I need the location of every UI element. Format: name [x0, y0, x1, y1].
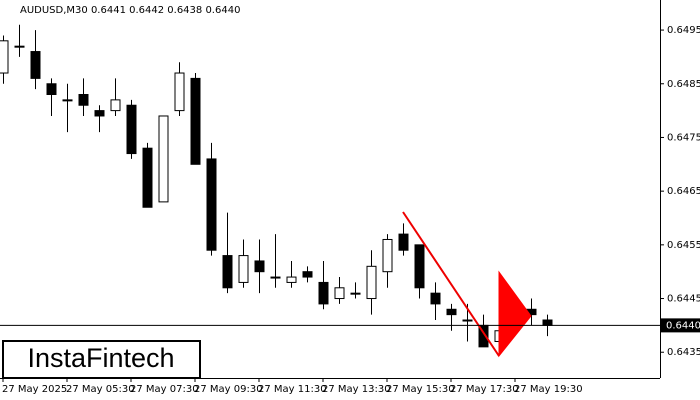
- candle-body: [366, 265, 377, 300]
- candle-body: [30, 51, 41, 79]
- candle-body: [158, 115, 169, 203]
- last-price-box: [661, 318, 700, 333]
- x-tick-label: 27 May 11:30: [258, 384, 327, 395]
- candle-body: [350, 292, 361, 295]
- candle-body: [222, 255, 233, 289]
- candle-body: [270, 276, 281, 279]
- y-tick-label: 0.6495: [667, 25, 700, 36]
- candle-body: [446, 308, 457, 316]
- candle-body: [286, 276, 297, 283]
- candle-body: [318, 281, 329, 305]
- pennant: [498, 270, 532, 358]
- y-tick-label: 0.6485: [667, 79, 700, 90]
- candle-body: [190, 77, 201, 165]
- candle-body: [0, 40, 9, 74]
- candle-body: [174, 72, 185, 112]
- candle-body: [206, 158, 217, 251]
- candle-body: [126, 104, 137, 155]
- y-tick-label: 0.6475: [667, 132, 700, 143]
- y-tick-label: 0.6435: [667, 347, 700, 358]
- x-tick-label: 27 May 07:30: [130, 384, 199, 395]
- candle-body: [78, 94, 89, 106]
- candle-body: [142, 147, 153, 208]
- candle-body: [46, 83, 57, 95]
- x-tick-label: 27 May 2025: [2, 384, 67, 395]
- x-tick-label: 27 May 13:30: [322, 384, 391, 395]
- candle-body: [430, 292, 441, 305]
- candle-body: [238, 255, 249, 283]
- chart-title: AUDUSD,M30 0.6441 0.6442 0.6438 0.6440: [20, 5, 240, 16]
- x-tick-label: 27 May 15:30: [386, 384, 455, 395]
- last-price-label: 0.6440: [666, 320, 700, 331]
- x-tick-label: 27 May 17:30: [450, 384, 519, 395]
- candle-body: [542, 319, 553, 326]
- logo: InstaFintech: [27, 343, 174, 373]
- plot-area: [0, 24, 553, 353]
- candle-body: [414, 244, 425, 289]
- y-tick-label: 0.6445: [667, 294, 700, 305]
- candle-body: [254, 260, 265, 273]
- x-tick-label: 27 May 05:30: [66, 384, 135, 395]
- candle-body: [382, 238, 393, 273]
- candle-body: [94, 110, 105, 117]
- x-tick-label: 27 May 19:30: [514, 384, 583, 395]
- candle-body: [334, 287, 345, 300]
- candle-body: [110, 99, 121, 112]
- logo-box: [2, 340, 201, 379]
- y-tick-label: 0.6465: [667, 186, 700, 197]
- candle-body: [62, 99, 73, 102]
- x-tick-label: 27 May 09:30: [194, 384, 263, 395]
- candle-body: [398, 233, 409, 251]
- y-tick-label: 0.6455: [667, 240, 700, 251]
- candle-body: [462, 319, 473, 322]
- candle-body: [302, 271, 313, 278]
- candle-body: [14, 45, 25, 48]
- pattern-line: [402, 211, 500, 357]
